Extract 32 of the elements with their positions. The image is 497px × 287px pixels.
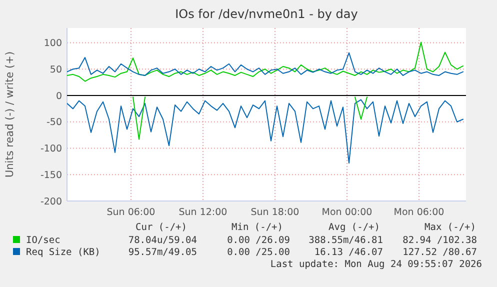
text: Cur (-/+) [136, 222, 187, 233]
line-series [67, 42, 464, 82]
text: Min (-/+) [232, 222, 283, 233]
line-series [67, 52, 464, 76]
y-tick-label: -200 [40, 196, 62, 208]
line-series [67, 99, 464, 164]
y-tick-label: 0 [56, 90, 62, 102]
text: 95.57m/49.05 [128, 247, 197, 258]
text: 388.55m/46.81 [308, 235, 384, 246]
text: Avg (-/+) [328, 222, 380, 233]
x-tick-label: Sun 18:00 [250, 207, 300, 218]
text: 127.52 /80.67 [402, 247, 477, 258]
text: 0.00 /25.00 [227, 247, 290, 258]
chart-title: IOs for /dev/nvme0n1 - by day [175, 7, 358, 21]
y-tick-label: 100 [44, 38, 62, 50]
text: 82.94 /102.38 [402, 235, 478, 246]
y-axis-title: Units read (-) / write (+) [4, 51, 16, 178]
x-tick-label: Sun 12:00 [178, 207, 228, 218]
text: 0.00 /26.09 [227, 235, 290, 246]
legend-label: IO/sec [26, 235, 60, 246]
y-tick-label: -50 [46, 117, 62, 128]
x-tick-label: Sun 06:00 [106, 207, 156, 218]
legend-label: Req Size (KB) [26, 247, 100, 258]
text: 78.04u/59.04 [128, 235, 198, 246]
x-tick-label: Mon 06:00 [394, 207, 444, 218]
text: Max (-/+) [424, 222, 476, 233]
y-tick-label: 50 [50, 64, 62, 76]
text: Last update: Mon Aug 24 09:55:07 2026 [270, 259, 482, 270]
y-tick-label: -150 [40, 170, 62, 181]
y-tick-label: -100 [40, 144, 62, 155]
x-tick-label: Mon 00:00 [322, 207, 372, 218]
text: 16.13 /46.07 [314, 247, 383, 258]
